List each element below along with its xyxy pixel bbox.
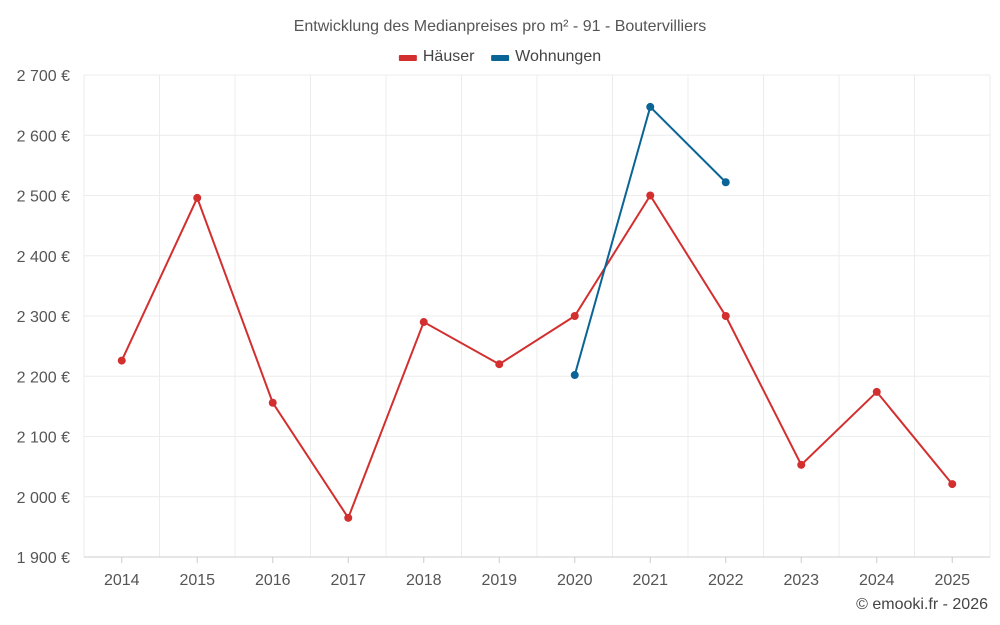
legend-swatch bbox=[398, 55, 417, 61]
y-tick-label: 2 400 € bbox=[17, 249, 70, 266]
series-Wohnungen bbox=[570, 102, 730, 380]
series-group bbox=[117, 102, 957, 522]
chart-title: Entwicklung des Medianpreises pro m² - 9… bbox=[294, 18, 707, 35]
data-point[interactable] bbox=[570, 371, 579, 380]
data-point[interactable] bbox=[344, 513, 353, 522]
data-point[interactable] bbox=[948, 480, 957, 489]
data-point[interactable] bbox=[646, 191, 655, 200]
x-tick-label: 2014 bbox=[104, 572, 140, 589]
data-point[interactable] bbox=[721, 312, 730, 320]
grid bbox=[83, 74, 991, 558]
data-point[interactable] bbox=[268, 398, 277, 407]
y-axis: 1 900 € 2 000 € 2 100 € 2 200 € 2 300 € 2 400… bbox=[17, 68, 70, 567]
data-point[interactable] bbox=[193, 193, 202, 202]
data-point[interactable] bbox=[117, 356, 126, 365]
x-tick-label: 2025 bbox=[934, 572, 970, 589]
series-line bbox=[573, 105, 727, 376]
data-point[interactable] bbox=[570, 312, 579, 320]
x-tick-label: 2024 bbox=[859, 572, 895, 589]
x-tick-label: 2017 bbox=[330, 572, 366, 589]
x-axis: 2014 2015 2016 2017 2018 2019 2020 2021 2022 2023… bbox=[84, 556, 990, 589]
data-point[interactable] bbox=[646, 102, 655, 111]
y-tick-label: 2 000 € bbox=[17, 490, 70, 507]
x-tick-label: 2022 bbox=[708, 572, 744, 589]
x-tick-label: 2021 bbox=[632, 572, 668, 589]
y-tick-label: 2 100 € bbox=[17, 430, 70, 447]
series-line bbox=[120, 193, 954, 521]
series-Häuser bbox=[117, 191, 957, 522]
data-point[interactable] bbox=[797, 460, 806, 469]
y-tick-label: 1 900 € bbox=[17, 550, 70, 567]
legend-label: Häuser bbox=[423, 48, 475, 65]
legend-item[interactable]: Wohnungen bbox=[491, 48, 601, 65]
data-point[interactable] bbox=[495, 360, 504, 369]
credit-text: © emooki.fr - 2026 bbox=[856, 596, 988, 613]
legend-swatch bbox=[491, 55, 510, 61]
y-tick-label: 2 300 € bbox=[17, 309, 70, 326]
legend-item[interactable]: Häuser bbox=[398, 48, 475, 65]
x-tick-label: 2018 bbox=[406, 572, 442, 589]
x-tick-label: 2019 bbox=[481, 572, 517, 589]
legend-label: Wohnungen bbox=[515, 48, 601, 65]
data-point[interactable] bbox=[419, 318, 428, 327]
x-tick-label: 2020 bbox=[557, 572, 593, 589]
y-tick-label: 2 200 € bbox=[17, 369, 70, 386]
data-point[interactable] bbox=[721, 178, 730, 187]
legend: Häuser Wohnungen bbox=[398, 48, 601, 65]
x-tick-label: 2023 bbox=[783, 572, 819, 589]
data-point[interactable] bbox=[872, 387, 881, 396]
x-tick-label: 2016 bbox=[255, 572, 291, 589]
y-tick-label: 2 700 € bbox=[17, 68, 70, 85]
y-tick-label: 2 600 € bbox=[17, 128, 70, 145]
y-tick-label: 2 500 € bbox=[17, 189, 70, 206]
x-tick-label: 2015 bbox=[179, 572, 215, 589]
